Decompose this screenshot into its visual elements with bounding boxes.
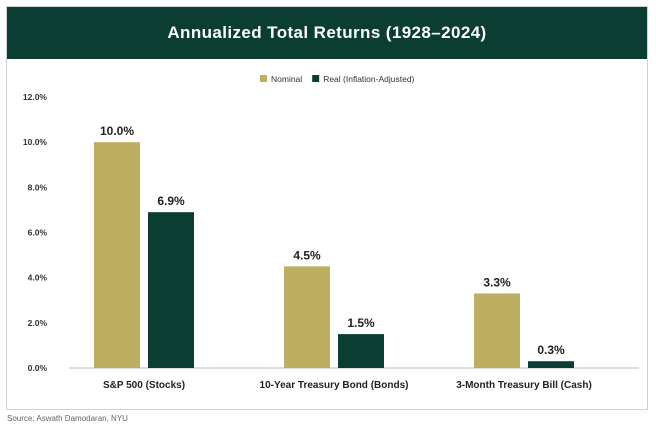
legend-swatch-1 [312,75,320,82]
chart-header: Annualized Total Returns (1928–2024) [7,7,647,59]
x-tick-label: S&P 500 (Stocks) [103,380,185,391]
chart-title: Annualized Total Returns (1928–2024) [167,23,487,42]
bar-chart: Nominal Real (Inflation-Adjusted) 0.0% 2.0%… [23,74,639,391]
y-tick-label: 6.0% [28,228,48,238]
data-label: 4.5% [293,248,321,262]
chart-frame: Annualized Total Returns (1928–2024) Nom… [6,6,648,410]
x-tick-label: 10-Year Treasury Bond (Bonds) [260,380,409,391]
bar-1-1 [338,334,384,368]
bar-0-0 [94,142,140,368]
y-tick-label: 10.0% [23,137,48,147]
data-label: 10.0% [100,124,134,138]
y-tick-label: 12.0% [23,92,48,102]
source-note: Source: Aswath Damodaran, NYU [7,414,128,423]
data-label: 6.9% [157,194,185,208]
y-tick-label: 4.0% [28,273,48,283]
y-tick-label: 0.0% [28,363,48,373]
legend-label-0: Nominal [271,74,302,84]
data-label: 1.5% [347,316,375,330]
bar-1-0 [148,212,194,368]
y-tick-label: 2.0% [28,318,48,328]
data-label: 0.3% [537,343,565,357]
bar-0-2 [474,293,520,368]
bar-1-2 [528,361,574,368]
legend-swatch-0 [260,75,267,82]
data-label: 3.3% [483,275,511,289]
y-tick-label: 8.0% [28,182,48,192]
legend-label-1: Real (Inflation-Adjusted) [323,74,414,84]
bar-0-1 [284,266,330,368]
x-tick-label: 3-Month Treasury Bill (Cash) [456,380,592,391]
